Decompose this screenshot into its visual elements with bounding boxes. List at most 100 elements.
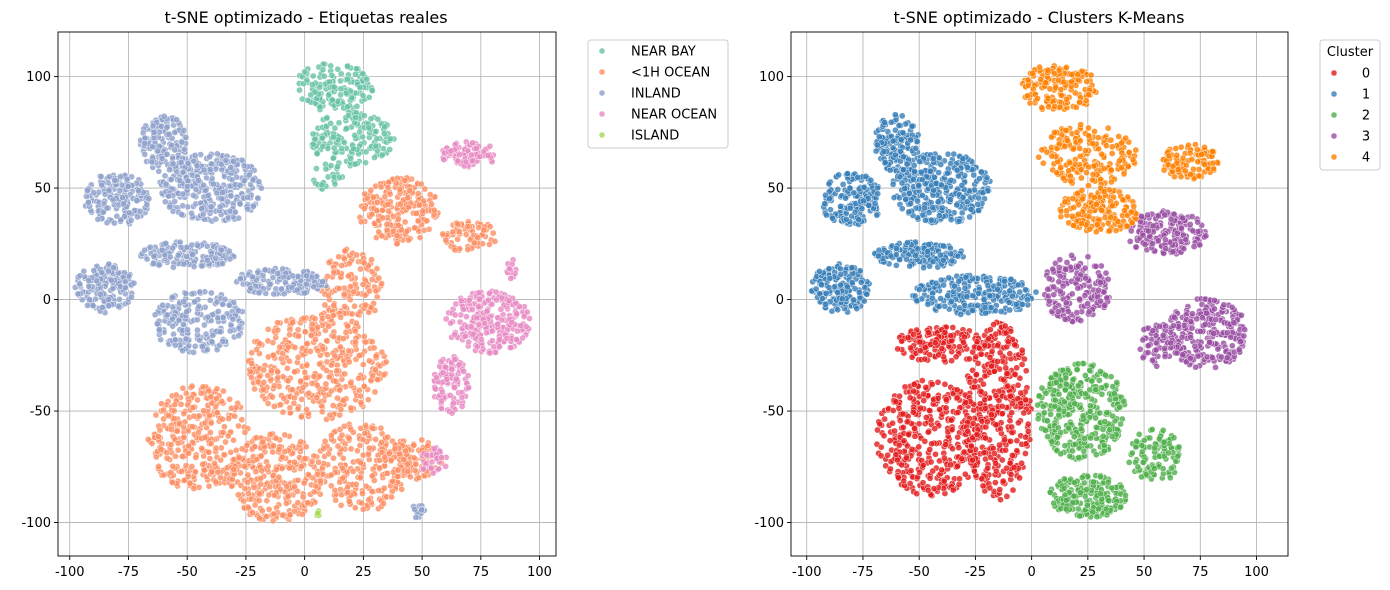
data-point (494, 320, 502, 328)
data-point (1008, 423, 1016, 431)
data-point (219, 189, 226, 196)
data-point (970, 406, 977, 414)
data-point (997, 496, 1004, 504)
data-point (117, 216, 125, 224)
data-point (289, 386, 297, 394)
data-point (996, 441, 1003, 449)
data-point (316, 83, 324, 91)
data-point (962, 399, 970, 406)
data-point (519, 334, 526, 342)
data-point (969, 419, 977, 427)
data-point (264, 400, 272, 407)
data-point (222, 438, 229, 446)
data-point (235, 332, 243, 340)
data-point (322, 380, 330, 388)
data-point (954, 433, 962, 441)
data-point (996, 486, 1004, 493)
data-point (195, 177, 202, 184)
data-point (375, 274, 383, 282)
data-point (141, 151, 149, 158)
data-point (196, 288, 204, 296)
data-point (270, 491, 278, 499)
data-point (363, 75, 371, 83)
data-point (474, 234, 482, 242)
data-point (331, 180, 339, 188)
data-point (278, 453, 286, 461)
data-point (335, 253, 343, 261)
data-point (312, 336, 319, 343)
data-point (172, 452, 179, 460)
data-point (380, 130, 388, 138)
data-point (238, 416, 246, 424)
data-point (481, 319, 489, 327)
data-point (983, 418, 991, 426)
data-point (463, 313, 470, 321)
data-point (245, 490, 252, 497)
data-point (249, 273, 256, 281)
data-point (898, 112, 906, 120)
data-point (358, 499, 365, 507)
data-point (903, 454, 910, 462)
data-point (994, 358, 1001, 365)
data-point (202, 187, 210, 194)
data-point (219, 314, 227, 322)
data-point (460, 368, 468, 375)
data-point (173, 168, 181, 176)
data-point (299, 384, 307, 391)
data-point (213, 298, 221, 306)
data-point (208, 399, 216, 407)
data-point (338, 262, 345, 269)
data-point (291, 483, 299, 490)
data-point (458, 394, 466, 401)
data-point (97, 173, 105, 180)
data-point (213, 150, 221, 158)
data-point (344, 63, 351, 70)
data-point (489, 327, 496, 335)
data-point (389, 477, 396, 485)
data-point (108, 276, 115, 284)
data-point (892, 451, 900, 458)
data-point (915, 443, 923, 451)
data-point (204, 256, 211, 264)
data-point (417, 180, 425, 188)
data-point (279, 408, 287, 416)
data-point (232, 403, 240, 411)
data-point (327, 62, 335, 70)
series-inland-points (71, 112, 428, 521)
data-point (340, 139, 348, 146)
data-point (359, 505, 367, 513)
data-point (343, 125, 350, 132)
data-point (329, 402, 337, 409)
data-point (480, 148, 488, 156)
data-point (446, 391, 454, 399)
data-point (207, 429, 214, 436)
data-point (98, 181, 105, 189)
data-point (191, 342, 199, 350)
data-point (267, 367, 275, 375)
data-point (986, 354, 994, 361)
data-point (163, 454, 171, 462)
data-point (235, 324, 243, 332)
data-point (264, 462, 272, 470)
data-point (212, 254, 220, 262)
data-point (329, 154, 337, 162)
data-point (105, 302, 113, 310)
data-point (457, 297, 465, 305)
data-point (216, 203, 224, 211)
data-point (184, 177, 192, 185)
data-point (109, 285, 117, 292)
data-point (215, 308, 222, 315)
data-point (1009, 400, 1016, 408)
data-point (329, 312, 337, 319)
data-point (486, 223, 494, 231)
data-point (301, 328, 309, 336)
data-point (327, 482, 335, 490)
data-point (351, 302, 358, 310)
data-point (462, 158, 470, 166)
data-point (447, 147, 455, 155)
data-point (295, 332, 303, 340)
data-point (911, 432, 919, 440)
data-point (348, 310, 356, 318)
data-point (332, 496, 339, 504)
